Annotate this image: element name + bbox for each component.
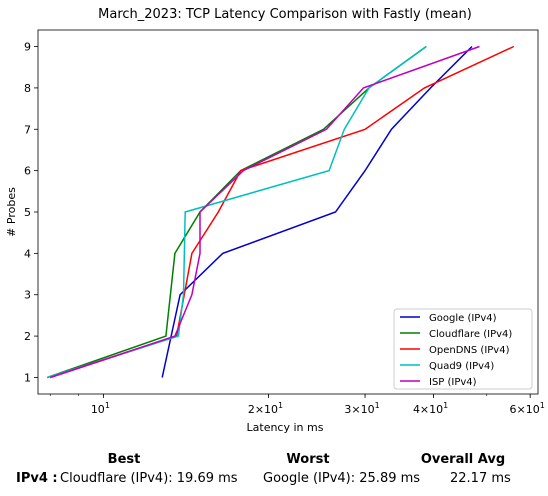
y-tick-label: 1 bbox=[24, 371, 31, 384]
legend: Google (IPv4) Cloudflare (IPv4) OpenDNS (I… bbox=[393, 308, 533, 390]
y-tick-label: 3 bbox=[24, 289, 31, 302]
legend-label: ISP (IPv4) bbox=[429, 377, 477, 388]
overall-avg-value: 22.17 ms bbox=[450, 471, 511, 486]
legend-label: Google (IPv4) bbox=[429, 313, 497, 324]
y-tick-label: 4 bbox=[24, 247, 31, 260]
worst-value: Google (IPv4): 25.89 ms bbox=[263, 471, 421, 486]
latency-chart: March_2023: TCP Latency Comparison with … bbox=[5, 7, 545, 434]
y-tick-label: 5 bbox=[24, 206, 31, 219]
series-line-google-ipv4 bbox=[161, 45, 473, 378]
legend-label: Cloudflare (IPv4) bbox=[429, 329, 512, 340]
y-tick-label: 8 bbox=[24, 82, 31, 95]
worst-header: Worst bbox=[286, 452, 330, 467]
series-line-cloudflare-ipv4 bbox=[46, 45, 427, 379]
x-tick-label: 6×101 bbox=[510, 401, 545, 416]
y-axis: 1 2 3 4 5 6 7 8 9 bbox=[24, 41, 38, 384]
y-tick-label: 9 bbox=[24, 41, 31, 54]
legend-box bbox=[393, 308, 533, 390]
ipv4-row-label: IPv4 : bbox=[16, 471, 58, 486]
legend-label: Quad9 (IPv4) bbox=[429, 361, 494, 372]
best-value: Cloudflare (IPv4): 19.69 ms bbox=[60, 471, 238, 486]
x-axis-label: Latency in ms bbox=[247, 421, 324, 434]
x-tick-label: 2×101 bbox=[248, 401, 283, 416]
series-line-isp-ipv4 bbox=[49, 45, 480, 379]
series-line-opendns-ipv4 bbox=[49, 45, 515, 379]
x-axis: 101 2×101 3×101 4×101 6×101 bbox=[49, 394, 545, 416]
overall-avg-header: Overall Avg bbox=[420, 452, 506, 467]
x-tick-label: 3×101 bbox=[344, 401, 379, 416]
y-tick-label: 6 bbox=[24, 165, 31, 178]
y-tick-label: 2 bbox=[24, 330, 31, 343]
chart-title: March_2023: TCP Latency Comparison with … bbox=[98, 7, 472, 22]
y-tick-label: 7 bbox=[24, 123, 31, 136]
legend-label: OpenDNS (IPv4) bbox=[429, 345, 510, 356]
x-tick-label: 101 bbox=[91, 401, 110, 416]
x-tick-label: 4×101 bbox=[413, 401, 448, 416]
summary-table: Best Worst Overall Avg IPv4 : Cloudflare… bbox=[0, 448, 548, 496]
series-line-quad9-ipv4 bbox=[46, 45, 427, 379]
series-lines bbox=[46, 45, 515, 379]
y-axis-label: # Probes bbox=[5, 187, 18, 237]
best-header: Best bbox=[107, 452, 141, 467]
